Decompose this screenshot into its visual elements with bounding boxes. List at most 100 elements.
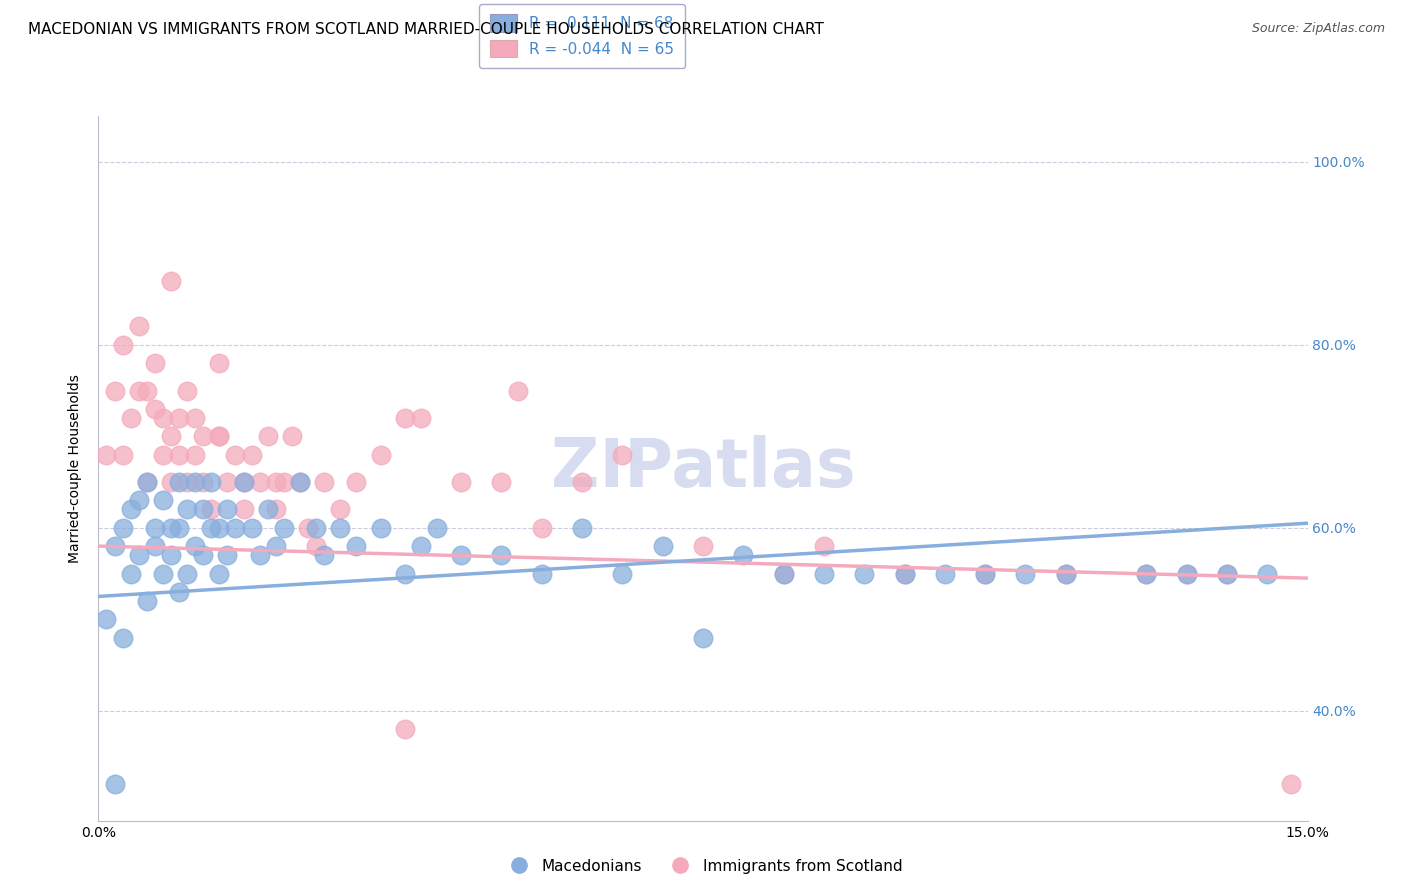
Point xyxy=(409,411,432,425)
Point xyxy=(167,448,190,462)
Point xyxy=(1014,566,1036,581)
Point xyxy=(152,493,174,508)
Point xyxy=(571,521,593,535)
Point xyxy=(612,448,634,462)
Point xyxy=(128,548,150,562)
Text: ZIPatlas: ZIPatlas xyxy=(551,435,855,501)
Point xyxy=(160,274,183,288)
Point xyxy=(1054,566,1077,581)
Point xyxy=(193,475,215,489)
Point xyxy=(193,548,215,562)
Point xyxy=(974,566,997,581)
Point xyxy=(1054,566,1077,581)
Point xyxy=(184,475,207,489)
Point xyxy=(813,539,835,553)
Point xyxy=(184,448,207,462)
Point xyxy=(1216,566,1239,581)
Point xyxy=(217,548,239,562)
Point xyxy=(305,521,328,535)
Point xyxy=(256,429,278,443)
Point xyxy=(135,475,157,489)
Point xyxy=(143,521,166,535)
Point xyxy=(1135,566,1157,581)
Point xyxy=(176,475,198,489)
Point xyxy=(232,475,254,489)
Point xyxy=(240,448,263,462)
Point xyxy=(120,411,142,425)
Point xyxy=(176,502,198,516)
Point xyxy=(128,384,150,398)
Point xyxy=(329,521,352,535)
Point xyxy=(184,411,207,425)
Point xyxy=(200,521,222,535)
Point xyxy=(217,502,239,516)
Point xyxy=(264,539,287,553)
Point xyxy=(111,521,134,535)
Point xyxy=(450,475,472,489)
Point xyxy=(160,521,183,535)
Point xyxy=(329,502,352,516)
Point xyxy=(103,384,125,398)
Point xyxy=(370,521,392,535)
Point xyxy=(176,384,198,398)
Point xyxy=(450,548,472,562)
Point xyxy=(249,548,271,562)
Point xyxy=(152,411,174,425)
Point xyxy=(297,521,319,535)
Point xyxy=(160,429,183,443)
Point xyxy=(934,566,956,581)
Point xyxy=(612,566,634,581)
Point xyxy=(281,429,304,443)
Point xyxy=(167,585,190,599)
Point xyxy=(224,521,246,535)
Point xyxy=(491,475,513,489)
Point xyxy=(111,448,134,462)
Point xyxy=(491,548,513,562)
Point xyxy=(184,539,207,553)
Point xyxy=(426,521,449,535)
Point xyxy=(692,631,714,645)
Point xyxy=(571,475,593,489)
Point xyxy=(288,475,311,489)
Point xyxy=(111,631,134,645)
Point xyxy=(394,411,416,425)
Point xyxy=(135,384,157,398)
Point xyxy=(974,566,997,581)
Point xyxy=(651,539,673,553)
Point xyxy=(208,356,231,370)
Legend: Macedonians, Immigrants from Scotland: Macedonians, Immigrants from Scotland xyxy=(498,853,908,880)
Point xyxy=(853,566,876,581)
Point xyxy=(530,521,553,535)
Point xyxy=(893,566,915,581)
Point xyxy=(120,502,142,516)
Point xyxy=(772,566,794,581)
Point xyxy=(344,475,367,489)
Point xyxy=(128,319,150,334)
Point xyxy=(370,448,392,462)
Point xyxy=(314,548,336,562)
Point xyxy=(200,475,222,489)
Point xyxy=(264,502,287,516)
Point xyxy=(167,521,190,535)
Point xyxy=(314,475,336,489)
Point xyxy=(208,566,231,581)
Point xyxy=(167,475,190,489)
Point xyxy=(409,539,432,553)
Text: Source: ZipAtlas.com: Source: ZipAtlas.com xyxy=(1251,22,1385,36)
Point xyxy=(264,475,287,489)
Point xyxy=(273,521,295,535)
Point xyxy=(143,401,166,416)
Point xyxy=(1175,566,1198,581)
Point xyxy=(193,429,215,443)
Point xyxy=(240,521,263,535)
Point xyxy=(103,777,125,791)
Point xyxy=(344,539,367,553)
Point xyxy=(232,475,254,489)
Point xyxy=(193,502,215,516)
Point xyxy=(224,448,246,462)
Point xyxy=(143,539,166,553)
Y-axis label: Married-couple Households: Married-couple Households xyxy=(69,374,83,563)
Point xyxy=(813,566,835,581)
Point xyxy=(1135,566,1157,581)
Point xyxy=(506,384,529,398)
